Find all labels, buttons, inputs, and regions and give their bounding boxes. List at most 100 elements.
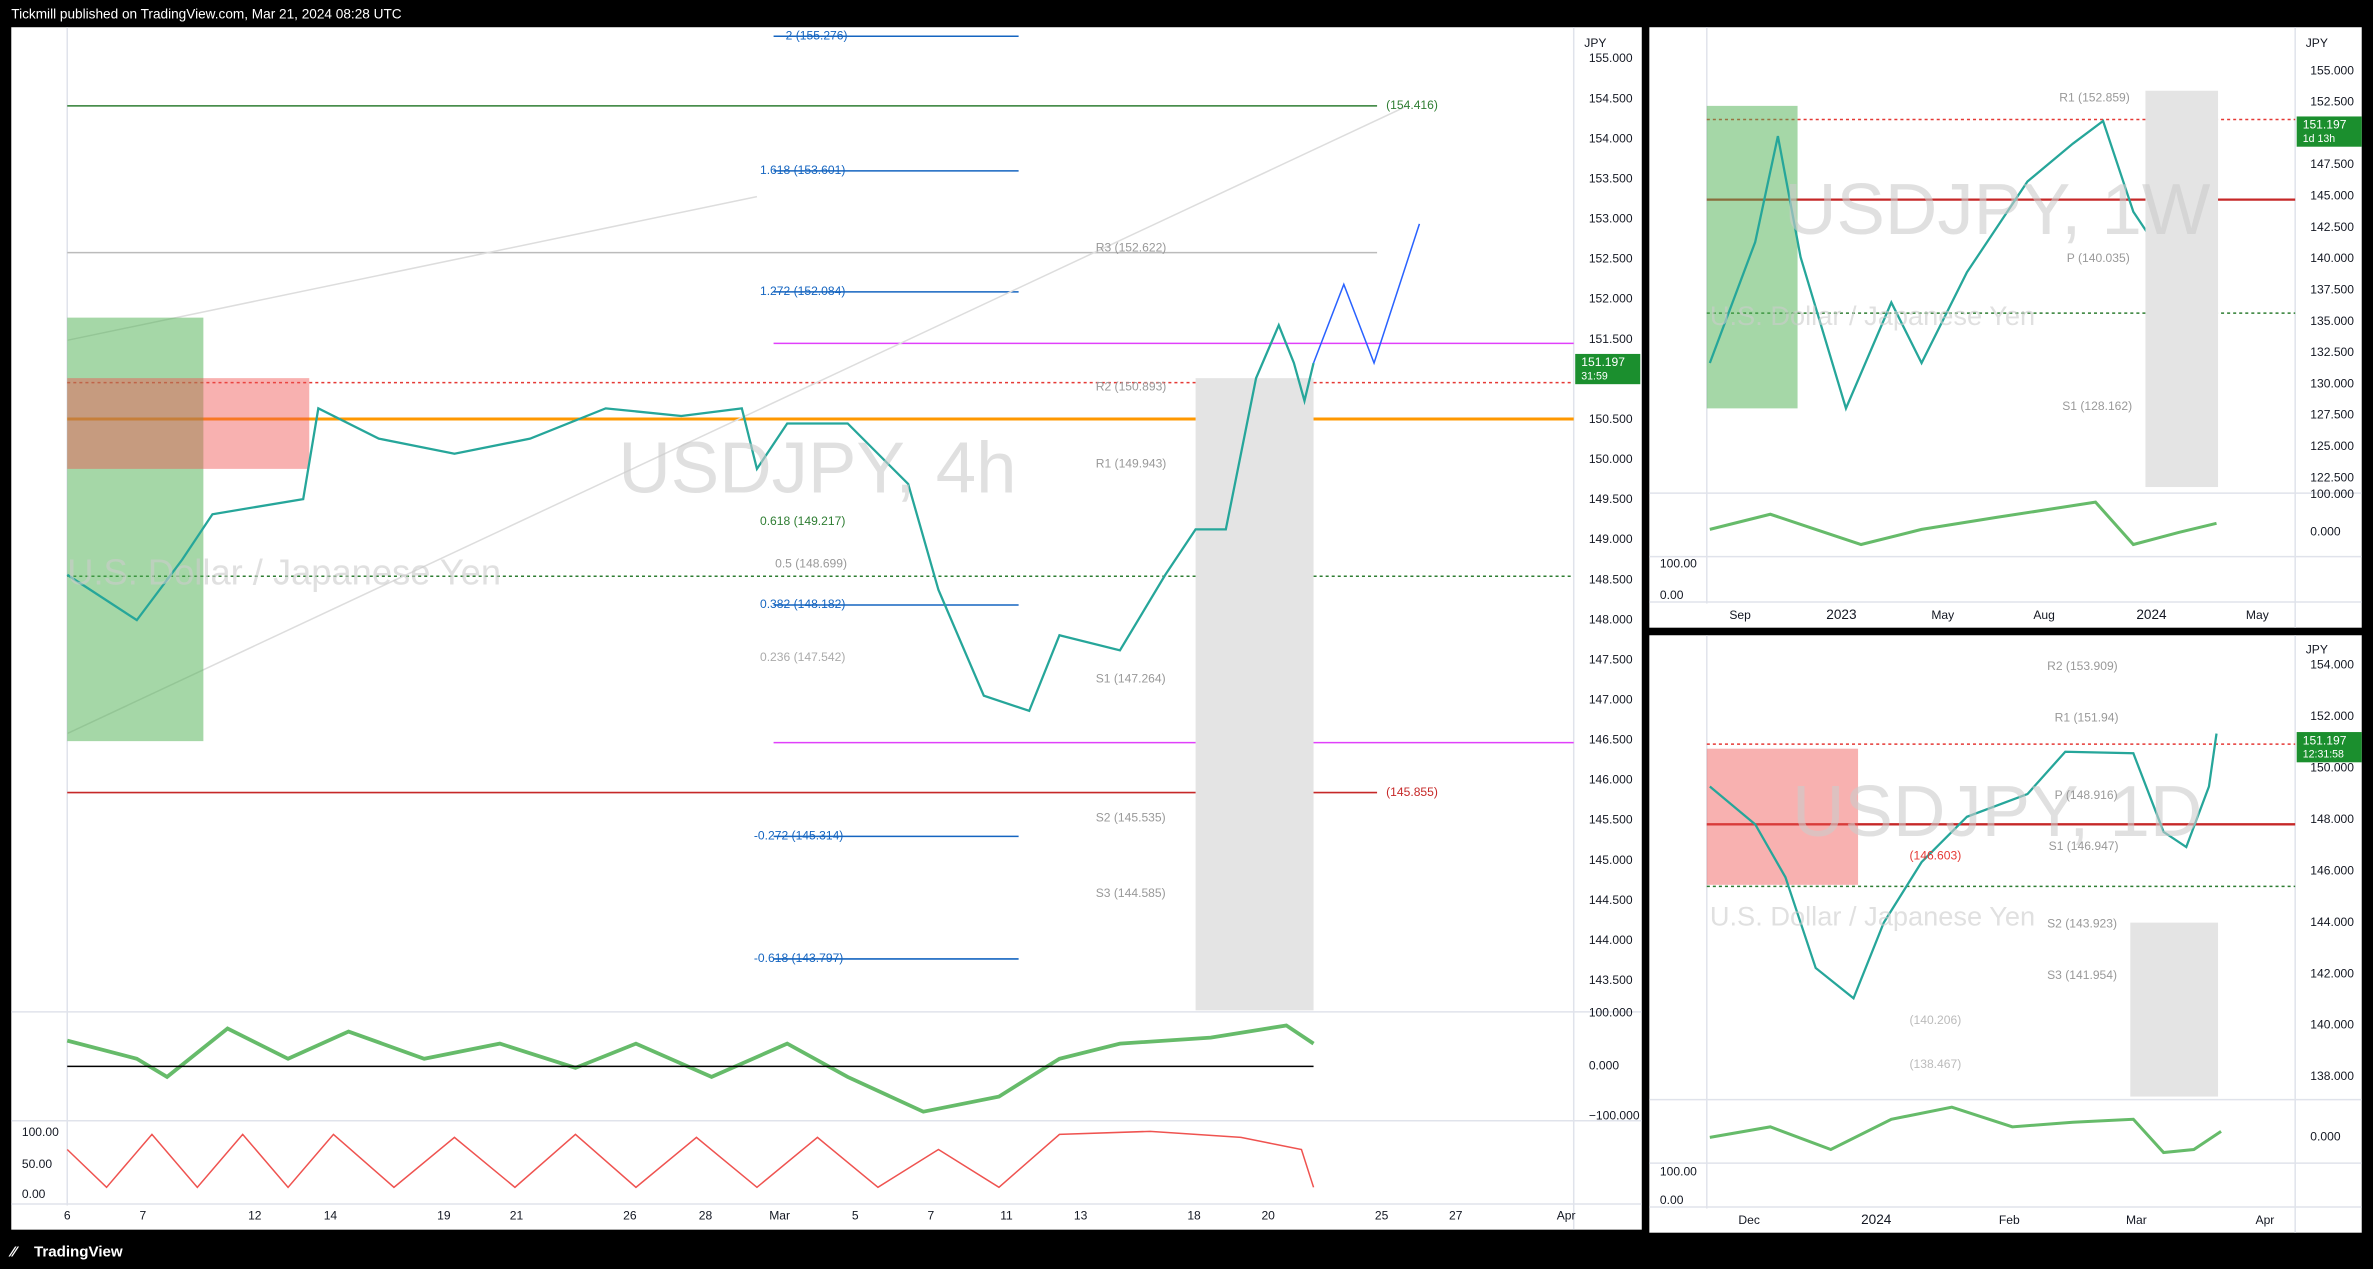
level-label: 1.272 (152.084)	[760, 284, 845, 298]
projection	[1312, 223, 1421, 366]
oscillator-label: 100.000	[2310, 487, 2354, 501]
w-osc	[1709, 500, 2217, 547]
level-label: S1 (146.947)	[2049, 839, 2119, 853]
level-label: R1 (149.943)	[1096, 457, 1167, 471]
watermark: USDJPY, 1W	[1784, 169, 2211, 250]
level-label: R1 (152.859)	[2059, 91, 2130, 105]
stoch-label: 100.00	[1660, 1164, 1697, 1178]
date-label: 25	[1375, 1208, 1389, 1222]
date-label: Sep	[1729, 608, 1751, 622]
level-label: S1 (128.162)	[2062, 399, 2132, 413]
date-label: 2024	[2136, 607, 2167, 622]
date-label: Mar	[769, 1208, 790, 1222]
price-label: 153.000	[1589, 212, 1633, 226]
level-label: -0.618 (143.797)	[754, 951, 843, 965]
stoch-label: 0.00	[22, 1187, 46, 1201]
price-label: 138.000	[2310, 1069, 2354, 1083]
date-label: May	[1931, 608, 1955, 622]
date-label: Apr	[1557, 1208, 1576, 1222]
price-label: 150.500	[1589, 412, 1633, 426]
watermark: USDJPY, 4h	[618, 428, 1016, 509]
level-label: P (140.035)	[2067, 251, 2130, 265]
panel-main	[11, 27, 1642, 1230]
d-osc	[1709, 1105, 2222, 1155]
price-label: 152.000	[1589, 292, 1633, 306]
oscillator	[66, 1023, 1315, 1114]
price-label: 140.000	[2310, 251, 2354, 265]
w-profile	[1706, 105, 1798, 409]
stoch	[66, 1130, 1315, 1189]
price-label: 147.500	[2310, 157, 2354, 171]
price-label: 146.000	[1589, 773, 1633, 787]
level-label: 0.5 (148.699)	[775, 556, 847, 570]
price-label: 146.500	[1589, 733, 1633, 747]
date-label: Aug	[2033, 608, 2055, 622]
price-label: 140.000	[2310, 1018, 2354, 1032]
date-label: 26	[623, 1208, 637, 1222]
panel-daily	[1649, 635, 2362, 1233]
level-label: R1 (151.94)	[2055, 711, 2119, 725]
oscillator-label: 0.000	[2310, 1130, 2341, 1144]
level-label: 0.236 (147.542)	[760, 650, 845, 664]
level-label: (140.206)	[1909, 1013, 1961, 1027]
date-label: 12	[248, 1208, 262, 1222]
stoch-label: 0.00	[1660, 1193, 1684, 1207]
level-label: (138.467)	[1909, 1057, 1961, 1071]
price-label: 142.000	[2310, 966, 2354, 980]
price-label: 147.000	[1589, 692, 1633, 706]
price-label: 145.000	[1589, 853, 1633, 867]
stoch-label: 50.00	[22, 1157, 53, 1171]
level-label: 0.618 (149.217)	[760, 514, 845, 528]
currency: JPY	[2306, 643, 2328, 657]
date-label: 21	[510, 1208, 524, 1222]
currency: JPY	[2306, 36, 2328, 50]
level-label: 2 (155.276)	[786, 29, 848, 43]
price-badge-value: 151.197	[2303, 733, 2347, 747]
oscillator-label: 0.000	[1589, 1059, 1620, 1073]
labels: USDJPY, 4hU.S. Dollar / Japanese YenJPY1…	[22, 29, 2362, 1227]
level-label: (146.603)	[1909, 848, 1961, 862]
level-label: R2 (150.893)	[1096, 379, 1167, 393]
stoch-label: 100.00	[22, 1125, 59, 1139]
price-label: 132.500	[2310, 345, 2354, 359]
d-price	[1709, 733, 2218, 1001]
d-profile	[1706, 748, 1859, 885]
price-label: 144.500	[1589, 893, 1633, 907]
price-badge-time: 12:31:58	[2303, 749, 2344, 761]
date-label: 18	[1187, 1208, 1201, 1222]
price-label: 155.000	[2310, 63, 2354, 77]
price-label: 152.000	[2310, 709, 2354, 723]
price-label: 148.500	[1589, 572, 1633, 586]
level-label: P (148.916)	[2055, 788, 2118, 802]
price-label: 144.000	[2310, 915, 2354, 929]
price-badge-time: 1d 13h	[2303, 133, 2335, 145]
logo: ⁄⁄	[8, 1243, 20, 1260]
date-label: May	[2246, 608, 2270, 622]
price-label: 150.000	[2310, 761, 2354, 775]
date-label: Apr	[2256, 1213, 2275, 1227]
price-label: 127.500	[2310, 408, 2354, 422]
price-label: 147.500	[1589, 652, 1633, 666]
price-badge-value: 151.197	[2303, 118, 2347, 132]
price-label: 148.000	[2310, 812, 2354, 826]
level-label: R2 (153.909)	[2047, 659, 2118, 673]
date-label: 6	[64, 1208, 71, 1222]
date-label: 2024	[1861, 1212, 1892, 1227]
price-label: 155.000	[1589, 51, 1633, 65]
price-label: 137.500	[2310, 282, 2354, 296]
level-lines	[66, 35, 1574, 960]
level-label: S3 (144.585)	[1096, 886, 1166, 900]
price-label: 154.000	[1589, 131, 1633, 145]
level-label: -0.272 (145.314)	[754, 829, 843, 843]
price-badge	[2296, 732, 2362, 763]
price-line	[66, 322, 1315, 713]
date-label: 7	[928, 1208, 935, 1222]
price-label: 144.000	[1589, 933, 1633, 947]
price-label: 145.000	[2310, 189, 2354, 203]
oscillator-label: −100.000	[1589, 1108, 1640, 1122]
date-label: 14	[324, 1208, 338, 1222]
date-label: Feb	[1999, 1213, 2020, 1227]
d-volume	[2130, 922, 2219, 1097]
date-label: 5	[852, 1208, 859, 1222]
